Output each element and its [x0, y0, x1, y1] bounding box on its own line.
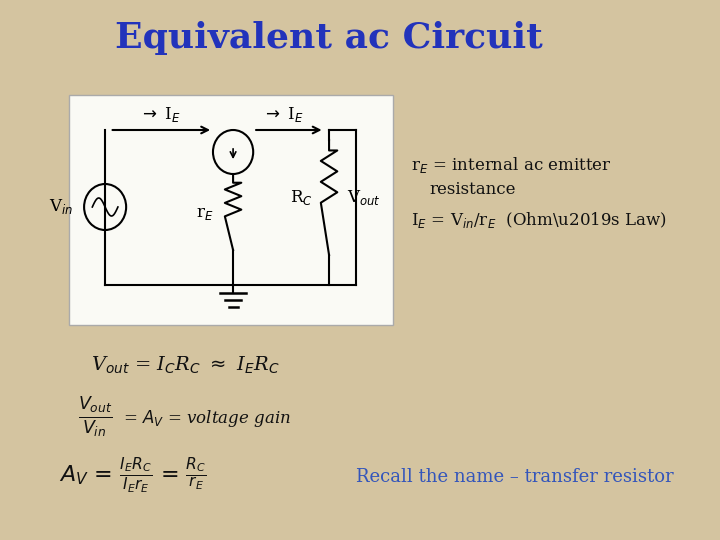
- Text: V$_{out}$: V$_{out}$: [347, 188, 381, 207]
- Text: V$_{out}$ = I$_C$R$_C$ $\approx$ I$_E$R$_C$: V$_{out}$ = I$_C$R$_C$ $\approx$ I$_E$R$…: [91, 355, 280, 376]
- Text: = $A_V$ = voltage gain: = $A_V$ = voltage gain: [123, 408, 292, 429]
- Text: r$_E$: r$_E$: [196, 205, 213, 221]
- Text: $\rightarrow$ I$_E$: $\rightarrow$ I$_E$: [139, 105, 181, 125]
- Text: Recall the name – transfer resistor: Recall the name – transfer resistor: [356, 468, 674, 486]
- Text: R$_C$: R$_C$: [290, 188, 312, 207]
- Text: $\frac{V_{out}}{V_{in}}$: $\frac{V_{out}}{V_{in}}$: [78, 395, 112, 438]
- FancyBboxPatch shape: [68, 95, 393, 325]
- Text: r$_E$ = internal ac emitter: r$_E$ = internal ac emitter: [411, 155, 612, 175]
- Text: V$_{in}$: V$_{in}$: [49, 198, 73, 217]
- Text: Equivalent ac Circuit: Equivalent ac Circuit: [115, 21, 543, 55]
- Text: $A_V$ = $\frac{I_E R_C}{I_E r_E}$ = $\frac{R_C}{r_E}$: $A_V$ = $\frac{I_E R_C}{I_E r_E}$ = $\fr…: [60, 455, 207, 495]
- Text: $\rightarrow$ I$_E$: $\rightarrow$ I$_E$: [263, 105, 305, 125]
- Text: I$_E$ = V$_{in}$/r$_E$  (Ohm\u2019s Law): I$_E$ = V$_{in}$/r$_E$ (Ohm\u2019s Law): [411, 210, 667, 230]
- Text: resistance: resistance: [430, 181, 516, 198]
